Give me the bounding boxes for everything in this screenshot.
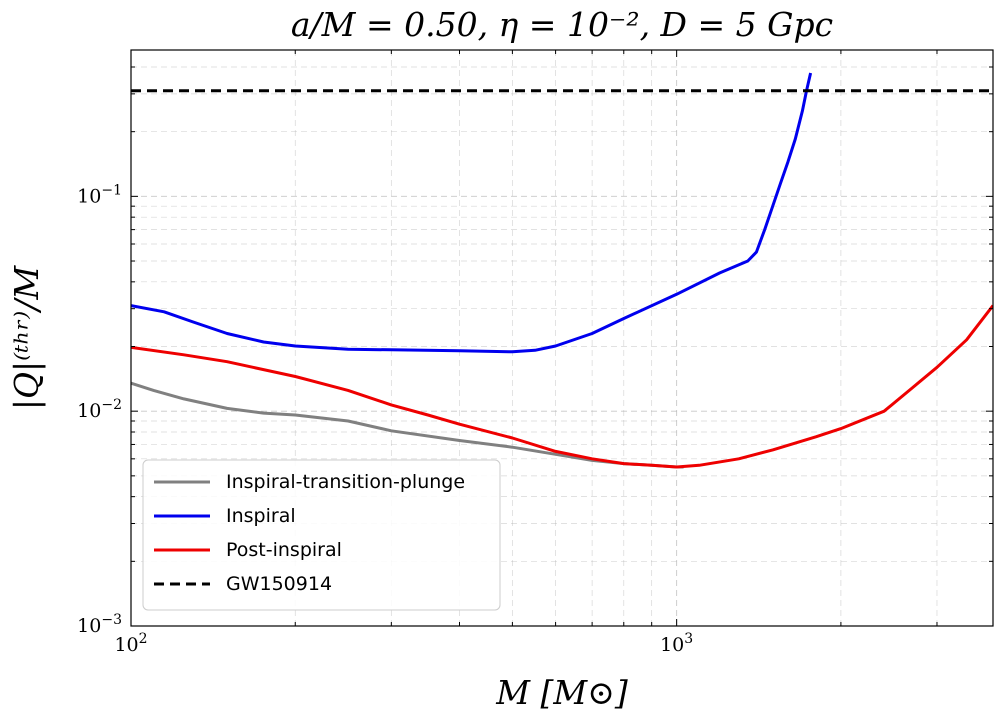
legend-label-post-inspiral: Post-inspiral <box>226 539 342 561</box>
legend-label-inspiral: Inspiral <box>226 505 296 527</box>
x-tick-label: 103 <box>660 631 693 656</box>
x-axis-label: M [M⊙] <box>495 673 628 712</box>
series-layer <box>131 72 993 469</box>
y-tick-label: 10−1 <box>77 182 122 207</box>
chart-title: a/M = 0.50, η = 10⁻², D = 5 Gpc <box>291 5 833 44</box>
y-axis-label: |Q|⁽ᵗʰʳ⁾/M <box>7 265 46 410</box>
y-tick-label: 10−3 <box>77 612 122 637</box>
y-tick-label: 10−2 <box>77 397 122 422</box>
x-tick-label: 102 <box>114 631 147 656</box>
ticks: 102 103 10−3 10−2 10−1 <box>77 50 993 656</box>
series-line-post-inspiral <box>131 304 993 469</box>
legend-label-inspiral-transition-plunge: Inspiral-transition-plunge <box>226 471 465 493</box>
legend-box <box>142 459 501 611</box>
plot-frame <box>130 49 994 627</box>
legend-label-gw150914: GW150914 <box>226 573 332 595</box>
series-line-inspiral <box>131 72 813 354</box>
legend: Inspiral-transition-plunge Inspiral Post… <box>142 459 501 611</box>
